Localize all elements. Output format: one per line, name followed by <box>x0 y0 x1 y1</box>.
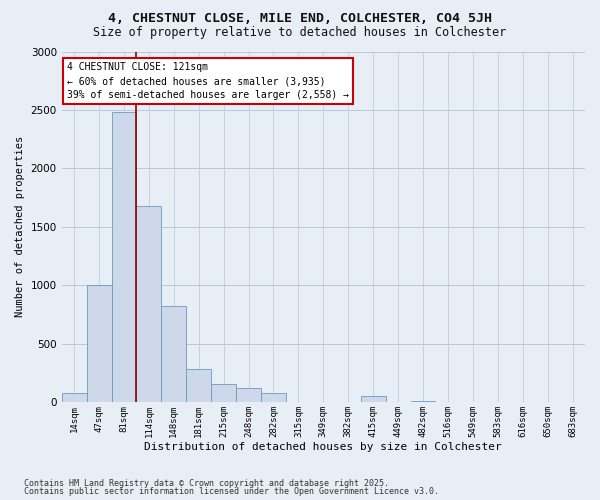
Text: Contains HM Land Registry data © Crown copyright and database right 2025.: Contains HM Land Registry data © Crown c… <box>24 478 389 488</box>
Bar <box>136 206 161 402</box>
Bar <box>211 384 236 402</box>
Bar <box>361 396 386 402</box>
Bar <box>161 306 186 402</box>
Bar <box>186 369 211 402</box>
Text: 4 CHESTNUT CLOSE: 121sqm
← 60% of detached houses are smaller (3,935)
39% of sem: 4 CHESTNUT CLOSE: 121sqm ← 60% of detach… <box>67 62 349 100</box>
Bar <box>112 112 136 402</box>
Text: 4, CHESTNUT CLOSE, MILE END, COLCHESTER, CO4 5JH: 4, CHESTNUT CLOSE, MILE END, COLCHESTER,… <box>108 12 492 26</box>
Bar <box>62 393 86 402</box>
Bar <box>86 285 112 402</box>
X-axis label: Distribution of detached houses by size in Colchester: Distribution of detached houses by size … <box>145 442 502 452</box>
Bar <box>261 393 286 402</box>
Y-axis label: Number of detached properties: Number of detached properties <box>15 136 25 318</box>
Bar <box>410 401 436 402</box>
Bar <box>236 388 261 402</box>
Text: Size of property relative to detached houses in Colchester: Size of property relative to detached ho… <box>94 26 506 39</box>
Text: Contains public sector information licensed under the Open Government Licence v3: Contains public sector information licen… <box>24 487 439 496</box>
